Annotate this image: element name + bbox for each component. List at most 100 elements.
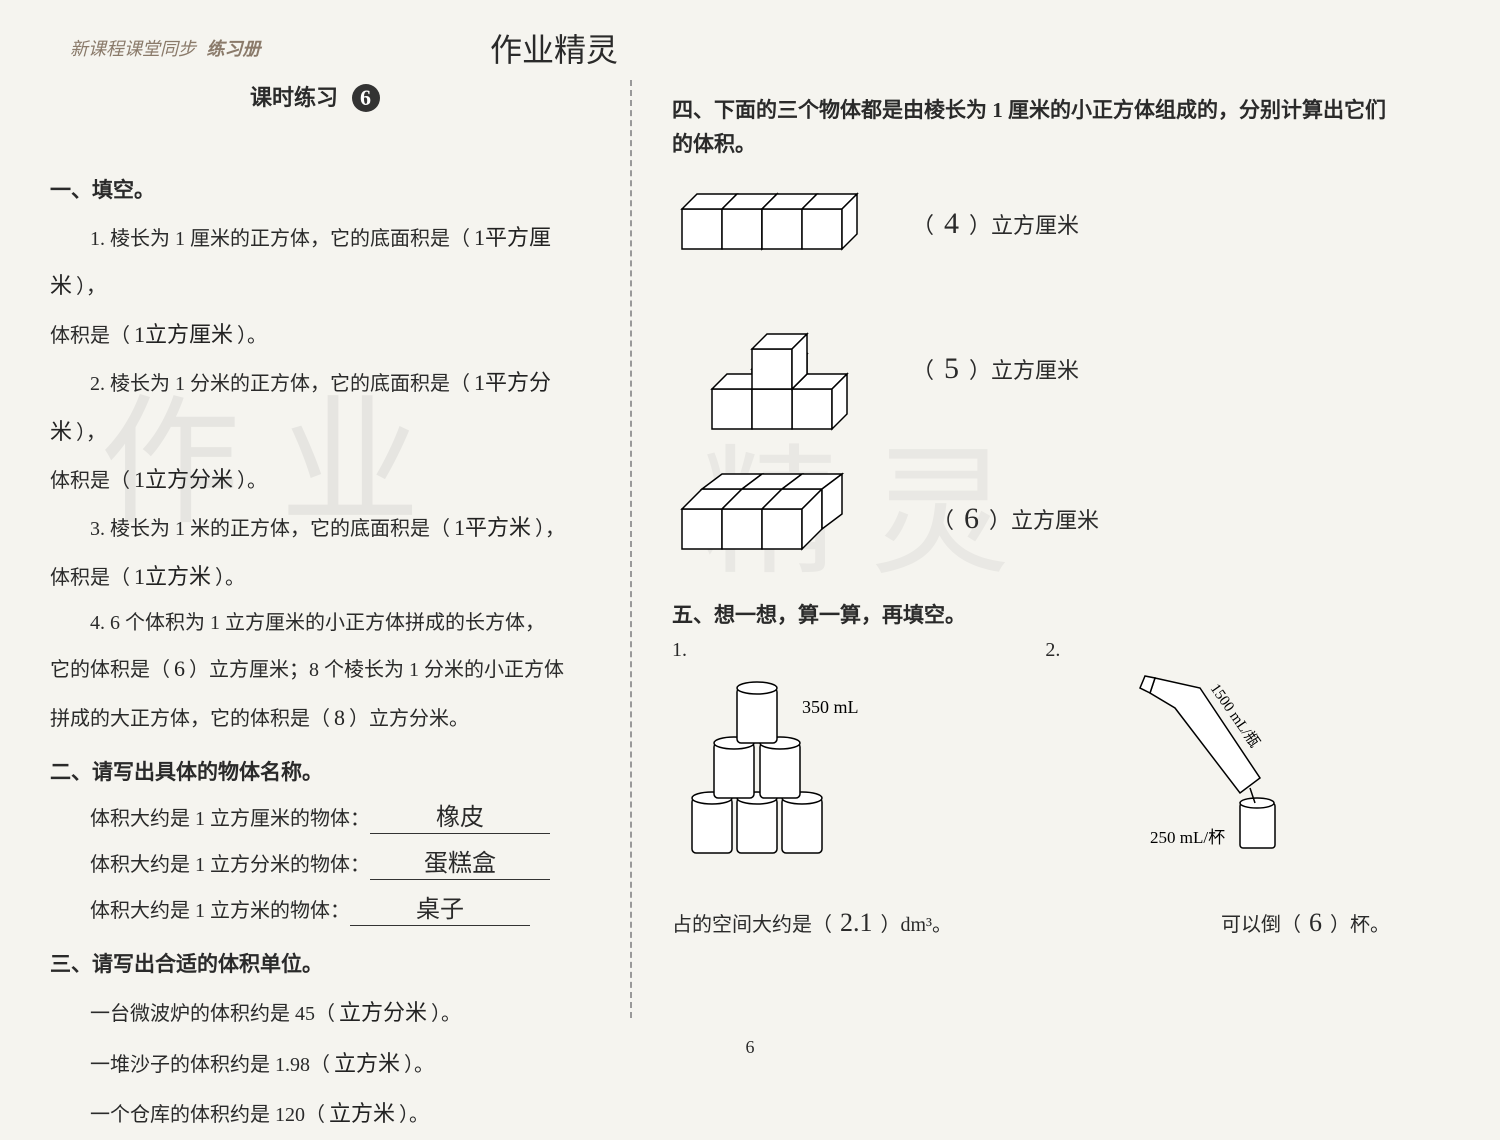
q4-line1: 4. 6 个体积为 1 立方厘米的小正方体拼成的长方体， <box>50 601 600 645</box>
section-1-head: 一、填空。 <box>50 174 600 204</box>
q3: 3. 棱长为 1 米的正方体，它的底面积是（1平方米）， <box>50 504 600 552</box>
q2b-ans: 1立方分米 <box>130 467 237 492</box>
q3b-ans: 1立方米 <box>130 564 215 589</box>
section-5-head: 五、想一想，算一算，再填空。 <box>672 599 1390 629</box>
q5-2-pre: 可以倒（ <box>1221 914 1301 936</box>
q2-post: ）， <box>76 422 106 444</box>
s2-line2: 体积大约是 1 立方分米的物体：蛋糕盒 <box>90 842 600 888</box>
q2-pre: 2. 棱长为 1 分米的正方体，它的底面积是（ <box>90 373 470 395</box>
unit-1: ）立方厘米 <box>969 213 1079 238</box>
s2-l2-label: 体积大约是 1 立方分米的物体： <box>90 854 370 876</box>
q1-pre: 1. 棱长为 1 厘米的正方体，它的底面积是（ <box>90 228 470 250</box>
q2b-post: ）。 <box>237 470 267 492</box>
cup-label: 250 mL/杯 <box>1150 828 1225 847</box>
series-text: 新课程课堂同步 <box>70 39 196 59</box>
handwritten-title: 作业精灵 <box>490 25 618 71</box>
q5-row: 1. <box>672 639 1390 868</box>
q5-1-pre: 占的空间大约是（ <box>672 914 832 936</box>
unit-3: ）立方厘米 <box>989 508 1099 533</box>
s3-l1-ans: 立方分米 <box>335 1000 431 1025</box>
cube-ans-3: （6）立方厘米 <box>932 502 1099 536</box>
s2-l1-ans: 橡皮 <box>370 804 550 834</box>
q1b-post: ）。 <box>237 325 267 347</box>
s3-line2: 一堆沙子的体积约是 1.98（立方米）。 <box>90 1039 600 1090</box>
q3b: 体积是（1立方米）。 <box>50 553 600 601</box>
right-column: 四、下面的三个物体都是由棱长为 1 厘米的小正方体组成的，分别计算出它们的体积。 <box>630 80 1390 1018</box>
bottle-pour-icon: 1500 mL/瓶 250 mL/杯 <box>1045 668 1305 868</box>
worksheet-page: 新课程课堂同步 练习册 作业精灵 作业 精灵 课时练习 6 一、填空。 1. 棱… <box>0 0 1500 1078</box>
q4-mid: ）立方厘米；8 个棱长为 1 分米的小正方体 <box>189 659 564 681</box>
cube-ans-2: （5）立方厘米 <box>912 352 1079 386</box>
s3-l3-post: ）。 <box>399 1104 429 1126</box>
q3-post: ）， <box>535 518 565 540</box>
paren-open-3: （ <box>932 508 954 533</box>
s3-l3-pre: 一个仓库的体积约是 120（ <box>90 1104 325 1126</box>
s3-l1-pre: 一台微波炉的体积约是 45（ <box>90 1003 335 1025</box>
s3-l2-pre: 一堆沙子的体积约是 1.98（ <box>90 1054 330 1076</box>
q3b-pre: 体积是（ <box>50 567 130 589</box>
q5-2-answer: 可以倒（6）杯。 <box>1221 908 1390 938</box>
s3-l1-post: ）。 <box>431 1003 461 1025</box>
q5-answers-row: 占的空间大约是（2.1）dm³。 可以倒（6）杯。 <box>672 878 1390 938</box>
q5-2-ans: 6 <box>1301 908 1330 937</box>
q4b-ans: 8 <box>330 705 349 730</box>
q3-ans: 1平方米 <box>450 515 535 540</box>
q2b-pre: 体积是（ <box>50 470 130 492</box>
q1: 1. 棱长为 1 厘米的正方体，它的底面积是（1平方厘米）， <box>50 214 600 311</box>
paren-open-1: （ <box>912 213 934 238</box>
s2-l3-label: 体积大约是 1 立方米的物体： <box>90 900 350 922</box>
q5-1-ans: 2.1 <box>832 908 881 937</box>
q4b: 拼成的大正方体，它的体积是（8）立方分米。 <box>50 694 600 742</box>
q5-1-num: 1. <box>672 639 1017 662</box>
q5-1-figure: 350 mL <box>672 668 1017 868</box>
left-column: 一、填空。 1. 棱长为 1 厘米的正方体，它的底面积是（1平方厘米）， 体积是… <box>50 80 630 1018</box>
q3-pre: 3. 棱长为 1 米的正方体，它的底面积是（ <box>90 518 450 540</box>
q2: 2. 棱长为 1 分米的正方体，它的底面积是（1平方分米）， <box>50 359 600 456</box>
s2-l2-ans: 蛋糕盒 <box>370 850 550 880</box>
book-series-title: 新课程课堂同步 练习册 <box>70 35 261 61</box>
cube-row-2: （5）立方厘米 <box>672 299 1390 439</box>
s2-l3-ans: 桌子 <box>350 896 530 926</box>
cube-figure-1 <box>672 179 872 269</box>
q5-2-post: ）杯。 <box>1330 914 1390 936</box>
q4b-post: ）立方分米。 <box>349 708 469 730</box>
page-number: 6 <box>746 1037 755 1058</box>
series-badge: 练习册 <box>207 35 261 61</box>
section-3-head: 三、请写出合适的体积单位。 <box>50 948 600 978</box>
section-4-head: 四、下面的三个物体都是由棱长为 1 厘米的小正方体组成的，分别计算出它们的体积。 <box>672 94 1390 161</box>
two-column-layout: 一、填空。 1. 棱长为 1 厘米的正方体，它的底面积是（1平方厘米）， 体积是… <box>50 80 1450 1018</box>
s3-l2-ans: 立方米 <box>330 1051 404 1076</box>
q5-1-post: ）dm³。 <box>881 914 953 936</box>
q5-2-num: 2. <box>1045 639 1390 662</box>
cube-ans-1: （4）立方厘米 <box>912 207 1079 241</box>
q4b-pre: 拼成的大正方体，它的体积是（ <box>50 708 330 730</box>
s2-l1-label: 体积大约是 1 立方厘米的物体： <box>90 808 370 830</box>
unit-2: ）立方厘米 <box>969 358 1079 383</box>
q4-line2: 它的体积是（6）立方厘米；8 个棱长为 1 分米的小正方体 <box>50 645 600 693</box>
q1b-ans: 1立方厘米 <box>130 322 237 347</box>
q4-ans: 6 <box>170 656 189 681</box>
q3b-post: ）。 <box>215 567 245 589</box>
q5-item-1: 1. <box>672 639 1017 868</box>
ans3: 6 <box>954 502 989 535</box>
s2-line1: 体积大约是 1 立方厘米的物体：橡皮 <box>90 796 600 842</box>
q4-pre: 它的体积是（ <box>50 659 170 681</box>
section-2-head: 二、请写出具体的物体名称。 <box>50 756 600 786</box>
s2-line3: 体积大约是 1 立方米的物体：桌子 <box>90 888 600 934</box>
ans2: 5 <box>934 352 969 385</box>
q5-1-answer: 占的空间大约是（2.1）dm³。 <box>672 908 952 938</box>
q2b: 体积是（1立方分米）。 <box>50 456 600 504</box>
s3-line3: 一个仓库的体积约是 120（立方米）。 <box>90 1089 600 1140</box>
cube-figure-2 <box>672 299 872 439</box>
s3-line1: 一台微波炉的体积约是 45（立方分米）。 <box>90 988 600 1039</box>
q5-item-2: 2. <box>1045 639 1390 868</box>
q1b: 体积是（1立方厘米）。 <box>50 311 600 359</box>
ans1: 4 <box>934 207 969 240</box>
q1b-pre: 体积是（ <box>50 325 130 347</box>
paren-open-2: （ <box>912 358 934 383</box>
cube-figure-3 <box>672 469 892 569</box>
can-label: 350 mL <box>802 697 859 717</box>
s3-l3-ans: 立方米 <box>325 1101 399 1126</box>
cube-row-1: （4）立方厘米 <box>672 179 1390 269</box>
cans-pyramid-icon: 350 mL <box>672 668 872 868</box>
